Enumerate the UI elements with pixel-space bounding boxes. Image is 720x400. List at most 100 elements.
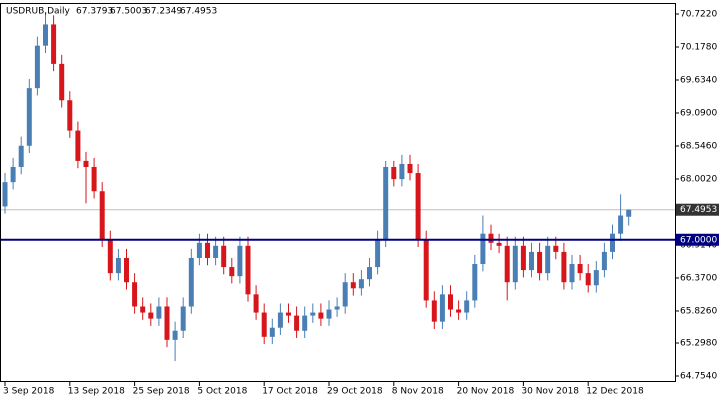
- candle-body: [18, 145, 24, 167]
- candle-body: [83, 160, 89, 167]
- candle-body: [164, 306, 170, 340]
- candle-body: [229, 267, 235, 277]
- candle-body: [67, 100, 73, 131]
- candle-body: [188, 257, 194, 307]
- candle-body: [464, 300, 470, 313]
- candle-body: [383, 166, 389, 240]
- candle-body: [577, 264, 583, 274]
- candle-body: [172, 330, 178, 340]
- candle-body: [569, 264, 575, 283]
- x-tick-label: 5 Oct 2018: [197, 387, 247, 397]
- y-tick-label: 66.3700: [680, 273, 717, 283]
- candle-body: [350, 282, 356, 289]
- candle-body: [269, 327, 275, 337]
- x-tick-label: 13 Sep 2018: [68, 387, 125, 397]
- x-tick-label: 12 Dec 2018: [586, 387, 644, 397]
- candle-body: [448, 294, 453, 310]
- y-tick-label: 70.1780: [680, 43, 717, 53]
- y-tick-label: 69.6340: [680, 76, 717, 86]
- x-tick-label: 25 Sep 2018: [133, 387, 190, 397]
- candle-body: [10, 166, 16, 183]
- plot-frame: [0, 3, 676, 382]
- candle-body: [399, 163, 405, 180]
- candle-body: [593, 270, 599, 286]
- candle-body: [342, 282, 348, 307]
- header-open: 67.3793: [76, 7, 113, 17]
- y-tick-label: 69.0900: [680, 108, 717, 118]
- level-box: [676, 233, 719, 246]
- candle-body: [124, 257, 129, 283]
- candle-body: [318, 312, 324, 319]
- candle-body: [626, 209, 632, 217]
- candle-body: [545, 245, 551, 274]
- candle-body: [245, 245, 251, 295]
- candle-body: [99, 191, 105, 240]
- candle-body: [26, 88, 32, 146]
- candle-body: [107, 239, 113, 274]
- candle-body: [261, 312, 267, 337]
- candle-body: [334, 306, 340, 310]
- candle-body: [294, 315, 300, 331]
- header-close: 67.4953: [180, 7, 217, 17]
- candle-body: [601, 251, 607, 271]
- header-low: 67.2349: [145, 7, 182, 17]
- candle-body: [480, 233, 486, 265]
- candle-body: [34, 45, 40, 89]
- y-tick-label: 65.8260: [680, 306, 717, 316]
- candle-body: [75, 130, 81, 161]
- candle-body: [431, 300, 437, 322]
- candle-body: [610, 233, 615, 252]
- candle-body: [196, 242, 202, 258]
- candle-body: [277, 312, 283, 328]
- plot: [1, 12, 675, 362]
- candle-body: [391, 166, 397, 180]
- x-tick-label: 30 Nov 2018: [521, 387, 579, 397]
- level-label: 67.0000: [680, 235, 717, 245]
- candle-body: [537, 251, 543, 274]
- candle-body: [253, 294, 259, 313]
- candle-body: [205, 242, 210, 258]
- candle-body: [148, 312, 154, 319]
- x-tick-label: 3 Sep 2018: [3, 387, 55, 397]
- y-tick-label: 68.5460: [680, 141, 717, 151]
- candle-body: [553, 245, 559, 252]
- candle-body: [51, 24, 57, 64]
- candle-body: [358, 279, 364, 289]
- candle-body: [407, 163, 413, 174]
- candle-body: [512, 245, 518, 283]
- candle-body: [496, 242, 502, 246]
- candle-body: [618, 215, 624, 234]
- candle-body: [59, 63, 65, 101]
- candle-body: [472, 264, 478, 301]
- y-tick-label: 68.0020: [680, 174, 717, 184]
- candle-body: [585, 273, 591, 286]
- candle-body: [488, 233, 494, 243]
- candle-body: [140, 306, 146, 313]
- candle-body: [367, 267, 372, 280]
- candle-body: [415, 173, 421, 240]
- x-tick-label: 17 Oct 2018: [262, 387, 318, 397]
- candle-body: [504, 245, 510, 283]
- last-price-box: [676, 203, 719, 216]
- last-price-label: 67.4953: [680, 205, 717, 215]
- candle-body: [302, 315, 308, 331]
- chart-title: USDRUB,Daily: [6, 7, 71, 17]
- y-tick-label: 70.7220: [680, 10, 717, 20]
- candle-body: [2, 182, 8, 207]
- y-tick-label: 65.2980: [680, 338, 717, 348]
- candle-body: [237, 245, 243, 277]
- candle-body: [213, 245, 219, 258]
- x-tick-label: 20 Nov 2018: [457, 387, 515, 397]
- candle-body: [180, 306, 186, 331]
- candle-body: [132, 282, 138, 307]
- candle-body: [529, 251, 534, 271]
- candle-body: [520, 245, 526, 271]
- candle-body: [43, 24, 48, 46]
- candle-body: [310, 312, 316, 316]
- candle-body: [561, 251, 567, 283]
- candle-body: [439, 294, 445, 322]
- candle-body: [221, 245, 227, 268]
- header-high: 67.5003: [110, 7, 147, 17]
